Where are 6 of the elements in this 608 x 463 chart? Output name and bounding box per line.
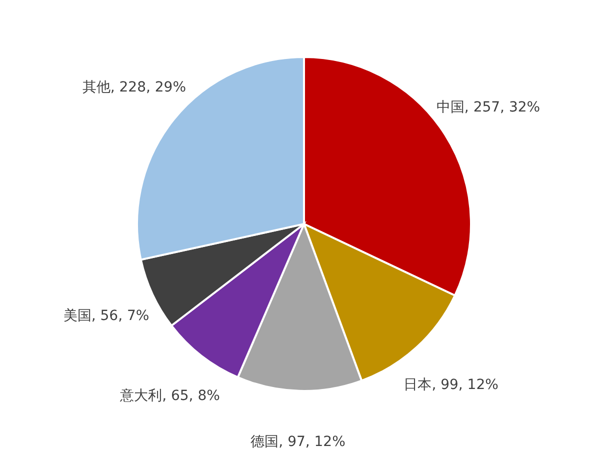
slice-label: 美国, 56, 7% — [63, 308, 150, 324]
slice-label: 德国, 97, 12% — [250, 434, 346, 450]
slice-label: 其他, 228, 29% — [82, 79, 186, 96]
slice-label: 意大利, 65, 8% — [119, 388, 220, 404]
slice-label: 中国, 257, 32% — [436, 99, 540, 116]
slice-label: 日本, 99, 12% — [404, 376, 498, 393]
